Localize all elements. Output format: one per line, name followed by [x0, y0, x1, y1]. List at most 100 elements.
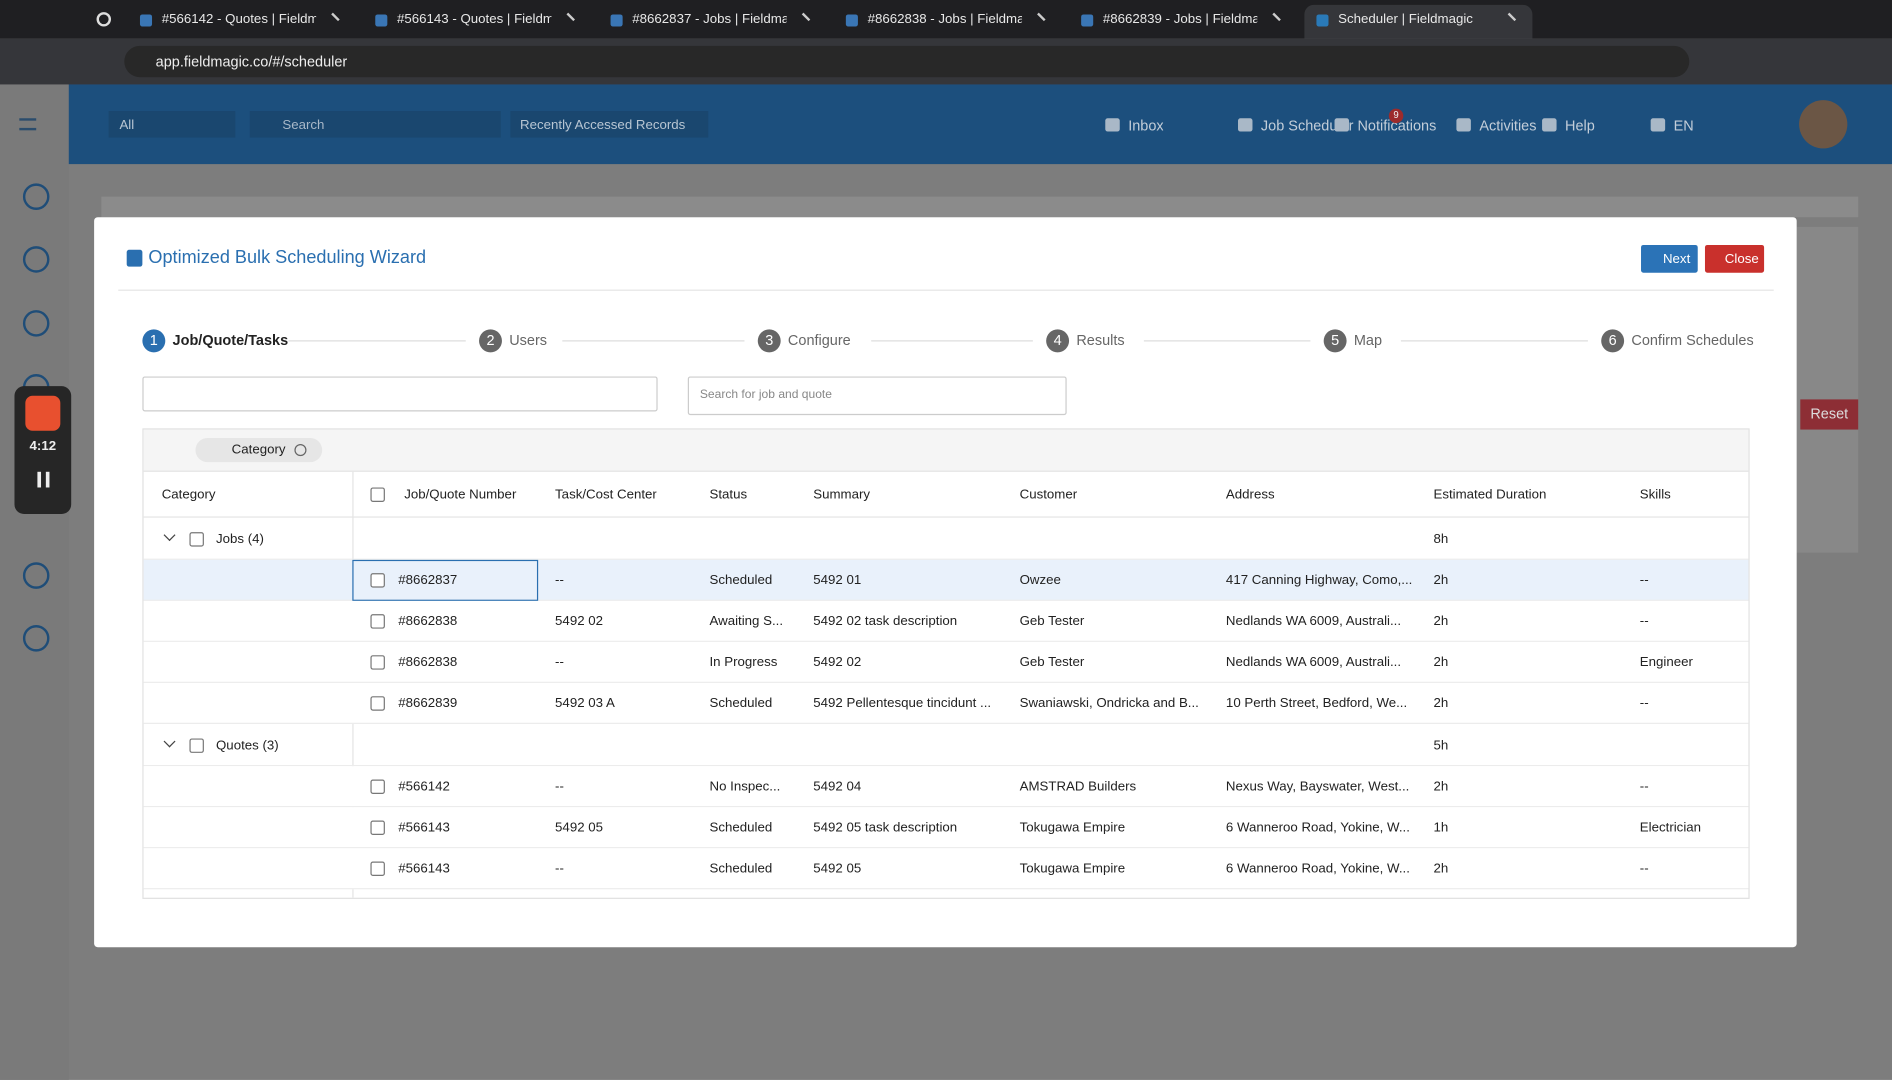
job-search[interactable]	[687, 376, 1067, 416]
column-header[interactable]: Estimated Duration	[1433, 487, 1547, 502]
step-number[interactable]: 3	[757, 329, 781, 353]
nav-item[interactable]: Notifications	[1357, 117, 1437, 134]
step-label[interactable]: Job/Quote/Tasks	[172, 331, 289, 349]
column-header[interactable]: Customer	[1019, 487, 1078, 502]
search-placeholder: Search	[282, 118, 325, 133]
chip-remove[interactable]	[294, 444, 307, 457]
cell: 6 Wanneroo Road, Yokine, W...	[1225, 820, 1410, 835]
nav-icon	[1542, 118, 1557, 132]
column-header[interactable]: Category	[161, 487, 216, 502]
nav-item[interactable]: EN	[1673, 117, 1694, 134]
cell: No Inspec...	[709, 779, 781, 794]
cell: --	[555, 655, 564, 670]
browser-tab[interactable]: #8662839 - Jobs | Fieldmagic	[1069, 7, 1297, 34]
search-box[interactable]	[249, 111, 501, 138]
table-row[interactable]	[143, 641, 1749, 683]
step-number[interactable]: 6	[1601, 329, 1625, 353]
cell: #8662837	[398, 573, 458, 588]
reset-button[interactable]: Reset	[1800, 399, 1859, 430]
category-select[interactable]	[142, 376, 658, 412]
checkbox[interactable]	[370, 861, 385, 877]
browser-tab[interactable]: Scheduler | Fieldmagic	[1304, 4, 1533, 39]
checkbox[interactable]	[370, 820, 385, 835]
column-header[interactable]: Job/Quote Number	[404, 487, 517, 502]
cell: 2h	[1433, 655, 1449, 670]
sidebar-icon[interactable]	[22, 562, 50, 589]
stop-button[interactable]	[25, 395, 61, 431]
browser-tab[interactable]: #8662837 - Jobs | Fieldmagic	[598, 7, 826, 34]
cell: Awaiting S...	[709, 614, 784, 629]
step-number[interactable]: 1	[142, 329, 166, 353]
step-label[interactable]: Map	[1353, 331, 1383, 349]
checkbox[interactable]	[370, 655, 385, 670]
tab-close[interactable]	[566, 12, 576, 22]
sidebar-icon[interactable]	[22, 625, 50, 652]
nav-item[interactable]: Help	[1564, 117, 1595, 134]
cell: --	[555, 861, 564, 877]
tab-favicon	[1081, 14, 1094, 27]
cell: --	[1639, 696, 1649, 711]
step-label[interactable]: Confirm Schedules	[1631, 331, 1754, 349]
checkbox[interactable]	[370, 573, 385, 588]
table-row[interactable]	[143, 682, 1749, 724]
checkbox[interactable]	[370, 696, 385, 711]
nav-item[interactable]: Inbox	[1128, 117, 1164, 134]
cell: 5492 Pellentesque tincidunt ...	[813, 696, 992, 711]
filter-label: All	[119, 118, 135, 133]
column-header[interactable]: Status	[709, 487, 748, 502]
nav-item[interactable]: Job Scheduler	[1260, 117, 1354, 134]
column-header[interactable]: Skills	[1639, 487, 1671, 502]
tab-title: Scheduler | Fieldmagic	[1338, 12, 1473, 27]
tab-bar: #566142 - Quotes | Fieldmagic #566143 - Q…	[0, 0, 1892, 39]
nav-item[interactable]: Activities	[1479, 117, 1537, 134]
column-header[interactable]: Address	[1225, 487, 1275, 502]
cell: --	[555, 779, 564, 794]
background-panel	[1796, 226, 1859, 553]
checkbox[interactable]	[370, 487, 385, 502]
checkbox[interactable]	[189, 532, 204, 547]
table-row[interactable]	[143, 600, 1749, 642]
tab-close[interactable]	[1507, 12, 1517, 22]
browser-tab[interactable]: #566142 - Quotes | Fieldmagic	[128, 7, 356, 34]
sidebar-icon[interactable]	[22, 246, 50, 273]
column-header[interactable]: Task/Cost Center	[555, 487, 657, 502]
url[interactable]: app.fieldmagic.co/#/scheduler	[155, 53, 348, 70]
menu-icon[interactable]	[19, 118, 37, 131]
checkbox[interactable]	[370, 614, 385, 629]
recent-select[interactable]	[510, 111, 709, 138]
step-label[interactable]: Results	[1076, 331, 1125, 349]
step-label[interactable]: Users	[509, 331, 548, 349]
step-label[interactable]: Configure	[787, 331, 851, 349]
table-row[interactable]	[143, 559, 1749, 601]
nav-icon	[1334, 118, 1350, 132]
group-label[interactable]: Jobs (4)	[215, 532, 264, 547]
step-number[interactable]: 5	[1323, 329, 1347, 353]
wizard-button[interactable]: Next	[1641, 244, 1698, 273]
sidebar-icon[interactable]	[22, 183, 50, 210]
table-row[interactable]	[143, 807, 1749, 849]
pause-button[interactable]	[37, 471, 50, 488]
cell: #8662838	[398, 655, 458, 670]
tab-close[interactable]	[331, 12, 340, 22]
group-label[interactable]: Quotes (3)	[215, 738, 279, 753]
avatar[interactable]	[1799, 100, 1848, 149]
cell: Tokugawa Empire	[1019, 861, 1126, 877]
screen-recorder: 4:12	[14, 386, 72, 515]
step-number[interactable]: 2	[479, 329, 502, 353]
column-header[interactable]: Summary	[813, 487, 871, 502]
browser-tab[interactable]: #8662838 - Jobs | Fieldmagic	[834, 7, 1062, 34]
table-row[interactable]	[143, 766, 1749, 808]
checkbox[interactable]	[370, 779, 385, 794]
tab-close[interactable]	[801, 12, 811, 22]
tab-close[interactable]	[1037, 12, 1046, 22]
checkbox[interactable]	[189, 738, 204, 753]
tab-close[interactable]	[1272, 12, 1281, 22]
browser-tab[interactable]: #566143 - Quotes | Fieldmagic	[363, 7, 591, 34]
wizard-button[interactable]: Close	[1704, 244, 1765, 273]
sidebar-icon[interactable]	[22, 310, 50, 337]
group-chip[interactable]: Category	[195, 438, 323, 463]
chip-label: Category	[231, 442, 286, 458]
filter-select[interactable]	[108, 111, 236, 138]
table-row[interactable]	[143, 848, 1749, 890]
step-number[interactable]: 4	[1046, 329, 1070, 353]
